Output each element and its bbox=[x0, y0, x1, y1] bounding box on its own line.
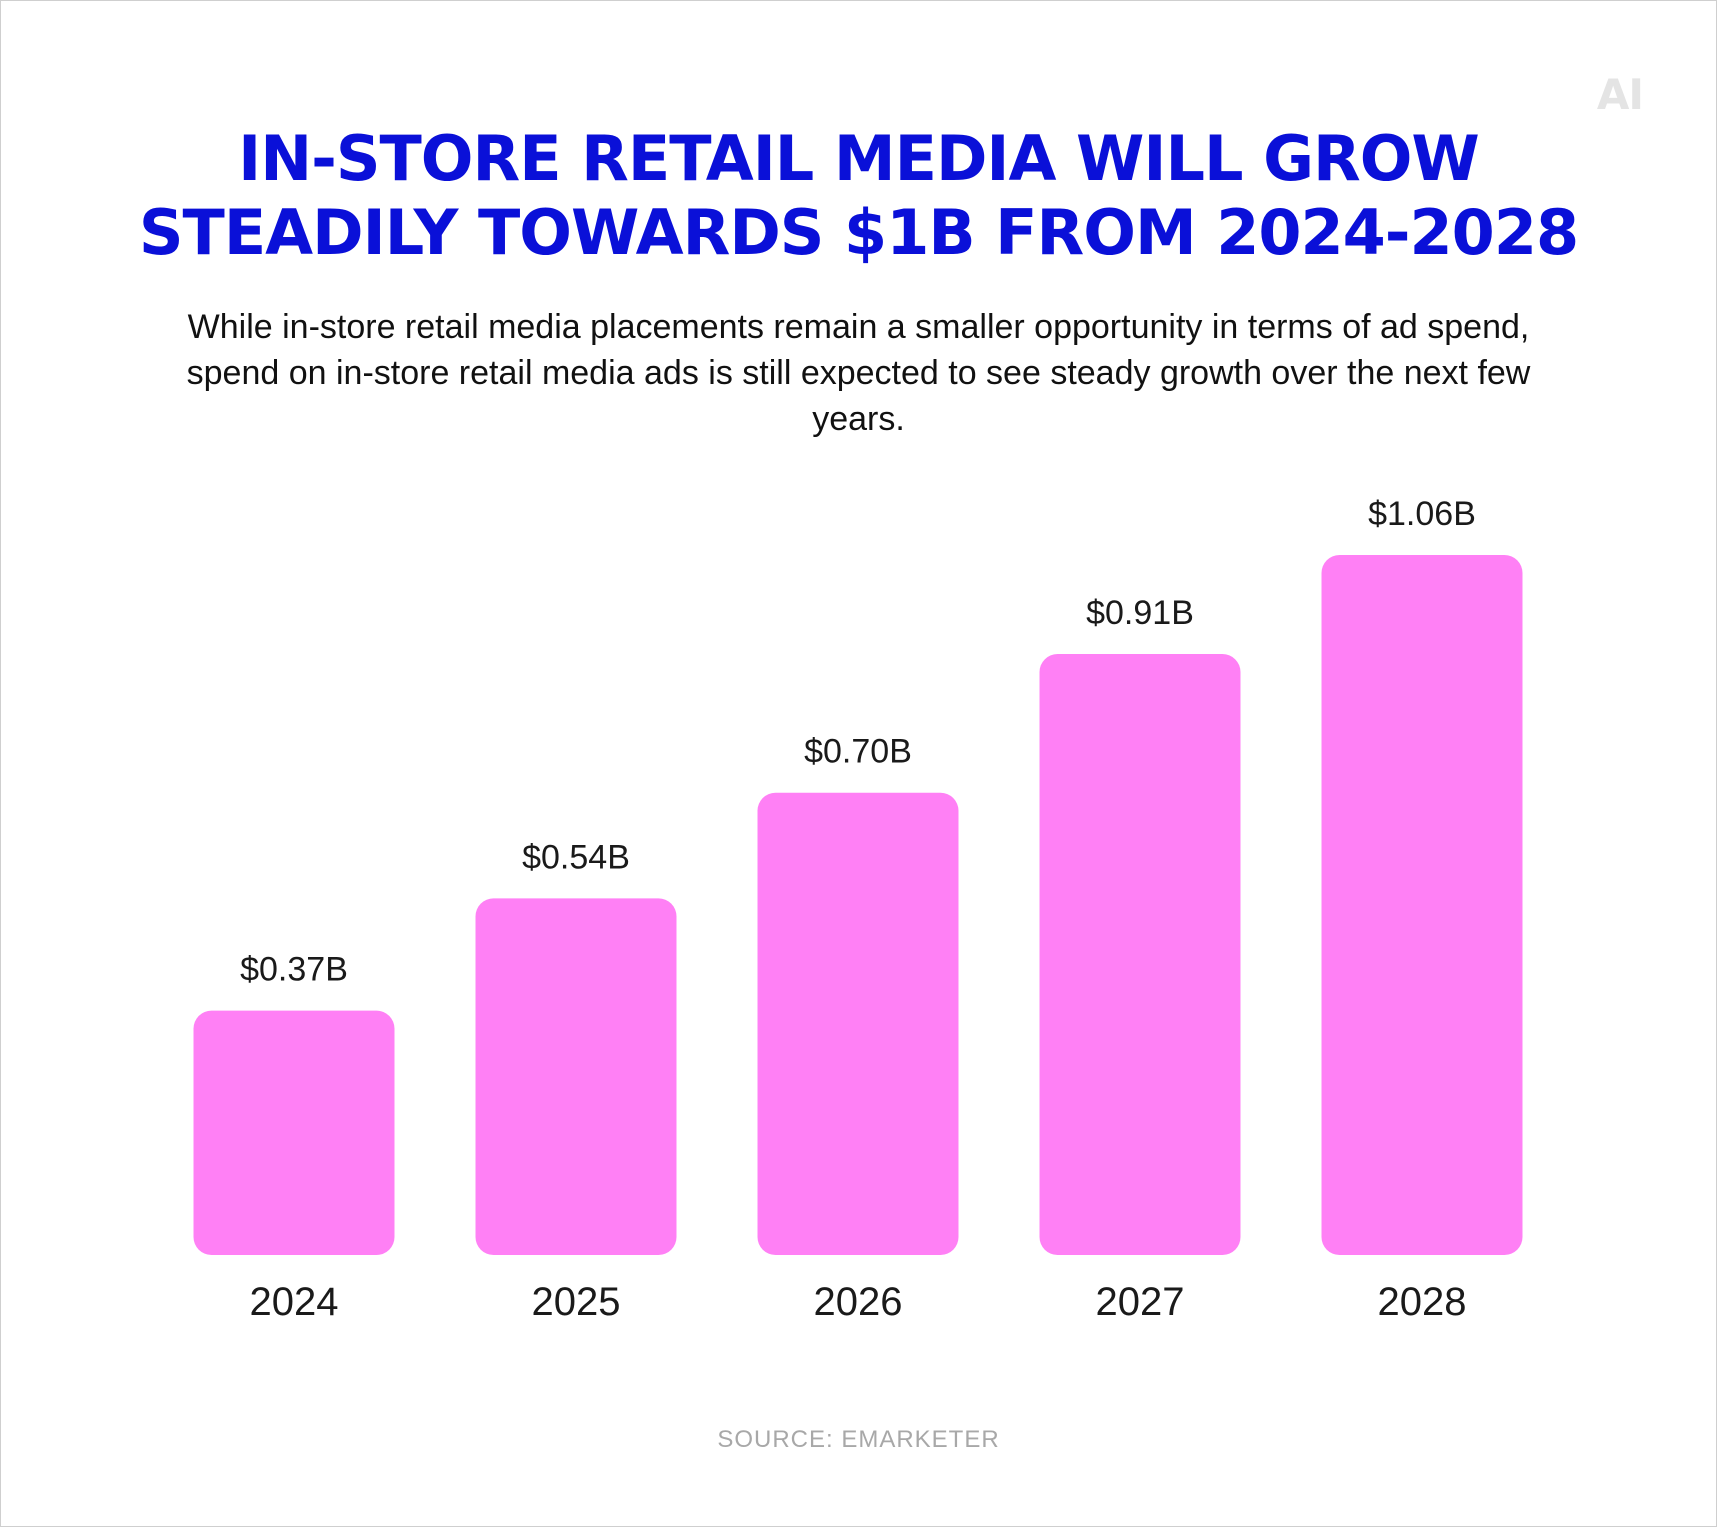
bar-chart: $0.37B 2024 $0.54B 2025 $0.70B 2026 $0.91B 2027… bbox=[193, 495, 1523, 1324]
x-tick-label-2024: 2024 bbox=[250, 1280, 339, 1324]
bar-2026 bbox=[757, 792, 959, 1255]
chart-title-line-1: IN-STORE RETAIL MEDIA WILL GROW bbox=[238, 122, 1480, 195]
bar-value-label-2028: $1.06B bbox=[1368, 495, 1476, 533]
bar-value-label-2025: $0.54B bbox=[522, 838, 630, 876]
bar-value-label-2024: $0.37B bbox=[240, 951, 348, 989]
chart-title-line-2: STEADILY TOWARDS $1B FROM 2024-2028 bbox=[138, 196, 1579, 269]
x-tick-label-2025: 2025 bbox=[532, 1280, 621, 1324]
x-tick-label-2026: 2026 bbox=[814, 1280, 903, 1324]
bar-2025 bbox=[475, 898, 677, 1255]
bar-value-label-2026: $0.70B bbox=[804, 733, 912, 771]
bar-value-label-2027: $0.91B bbox=[1086, 594, 1194, 632]
x-tick-label-2027: 2027 bbox=[1096, 1280, 1185, 1324]
bar-2028 bbox=[1321, 555, 1523, 1255]
chart-title: IN-STORE RETAIL MEDIA WILL GROW STEADILY… bbox=[60, 122, 1657, 270]
bar-2024 bbox=[193, 1010, 395, 1255]
bar-2027 bbox=[1039, 654, 1241, 1255]
logo: AI bbox=[1596, 70, 1644, 119]
x-tick-label-2028: 2028 bbox=[1378, 1280, 1467, 1324]
chart-subtitle: While in-store retail media placements r… bbox=[186, 308, 1531, 438]
source-note: SOURCE: EMARKETER bbox=[717, 1426, 1000, 1453]
